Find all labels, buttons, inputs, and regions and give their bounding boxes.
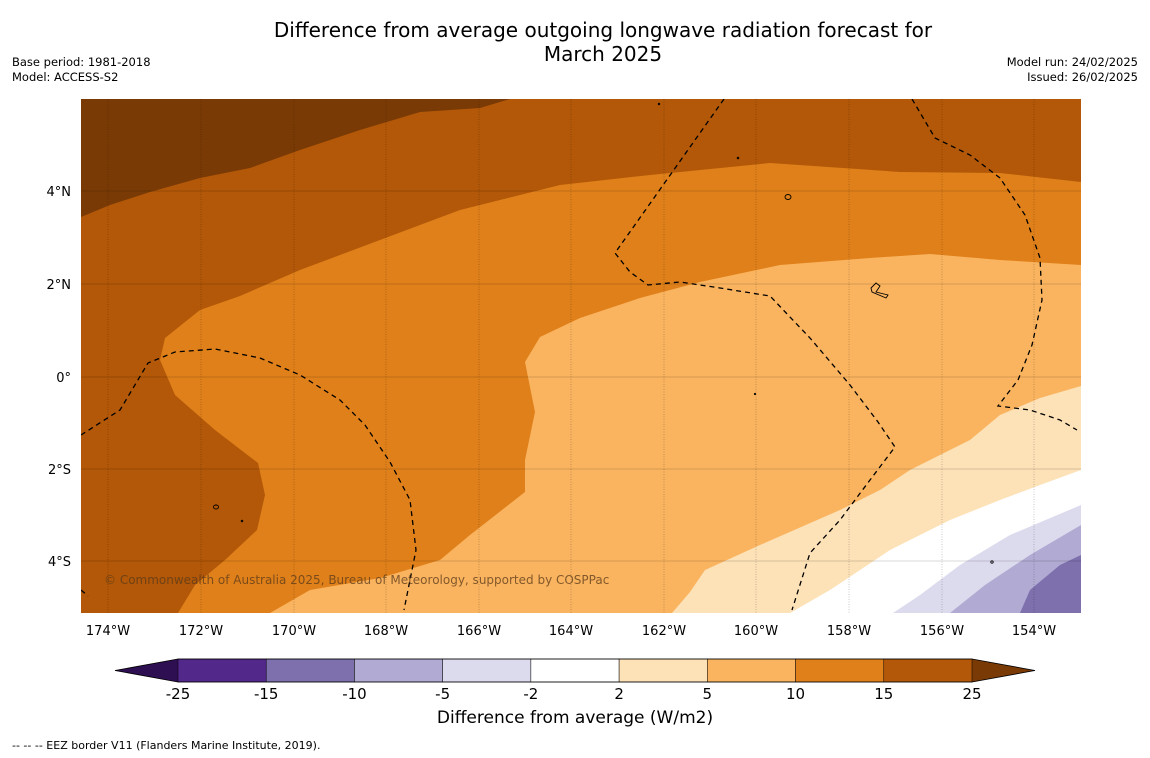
colorbar-swatch: [795, 658, 885, 683]
colorbar: -25 -15 -10 -5 -2 2 5 10 15 25: [114, 658, 1036, 703]
colorbar-swatch: [707, 658, 796, 683]
colorbar-tick-label: 2: [614, 685, 624, 703]
colorbar-swatch: [618, 658, 708, 683]
lon-tick-labels: 174°W 172°W 170°W 168°W 166°W 164°W 162°…: [86, 624, 1056, 639]
lat-tick-labels: 4°N 2°N 0° 2°S 4°S: [47, 185, 72, 570]
lat-gridlines: [81, 190, 1081, 562]
lat-label: 4°S: [48, 555, 71, 570]
lat-label: 2°N: [47, 278, 72, 293]
colorbar-title: Difference from average (W/m2): [436, 708, 714, 728]
colorbar-high-extend: [972, 659, 1035, 682]
colorbar-tick-label: 5: [703, 685, 713, 703]
colorbar-tick-label: -10: [342, 685, 367, 703]
colorbar-tick-label: -15: [254, 685, 279, 703]
band-minus-10-15: [1020, 555, 1081, 613]
eez-borders: [81, 99, 1078, 611]
colorbar-tick-label: 10: [786, 685, 805, 703]
meta-left: Base period: 1981-2018 Model: ACCESS-S2: [12, 55, 151, 85]
lon-label: 158°W: [827, 624, 871, 639]
colorbar-tick-label: -25: [166, 685, 191, 703]
lon-label: 168°W: [364, 624, 408, 639]
colorbar-swatch: [883, 658, 973, 683]
colorbar-tick-label: -5: [435, 685, 450, 703]
lon-label: 174°W: [86, 624, 130, 639]
band-over-25: [81, 99, 510, 217]
islands: [213, 102, 994, 564]
model-run: Model run: 24/02/2025: [1006, 55, 1138, 69]
map-title: Difference from average outgoing longwav…: [150, 18, 1056, 66]
lat-label: 2°S: [48, 463, 71, 478]
model-name: Model: ACCESS-S2: [12, 70, 119, 84]
lon-label: 172°W: [179, 624, 223, 639]
lon-label: 160°W: [734, 624, 778, 639]
colorbar-swatch: [177, 658, 267, 683]
base-period: Base period: 1981-2018: [12, 55, 151, 69]
lon-gridlines: [107, 99, 1035, 613]
colorbar-swatch: [530, 658, 620, 683]
issued-date: Issued: 26/02/2025: [1027, 70, 1138, 84]
lon-label: 164°W: [549, 624, 593, 639]
band-15-25: [81, 99, 1081, 613]
copyright-text: © Commonwealth of Australia 2025, Bureau…: [104, 573, 609, 587]
colorbar-swatch: [354, 658, 443, 683]
colorbar-tick-label: 15: [874, 685, 893, 703]
colorbar-low-extend: [115, 659, 178, 682]
lon-label: 156°W: [920, 624, 964, 639]
eez-footnote: -- -- -- EEZ border V11 (Flanders Marine…: [12, 739, 321, 752]
lon-label: 154°W: [1012, 624, 1056, 639]
lon-label: 170°W: [272, 624, 316, 639]
colorbar-swatch: [265, 658, 355, 683]
lon-label: 166°W: [457, 624, 501, 639]
colorbar-swatch: [442, 658, 532, 683]
colorbar-tick-label: -2: [523, 685, 538, 703]
meta-right: Model run: 24/02/2025 Issued: 26/02/2025: [1007, 55, 1138, 85]
colorbar-tick-label: 25: [962, 685, 981, 703]
lon-label: 162°W: [642, 624, 686, 639]
title-line-2: March 2025: [543, 42, 663, 66]
title-line-1: Difference from average outgoing longwav…: [273, 18, 933, 42]
lat-label: 4°N: [47, 185, 72, 200]
lat-label: 0°: [56, 371, 71, 386]
map-area: © Commonwealth of Australia 2025, Bureau…: [81, 99, 1081, 613]
